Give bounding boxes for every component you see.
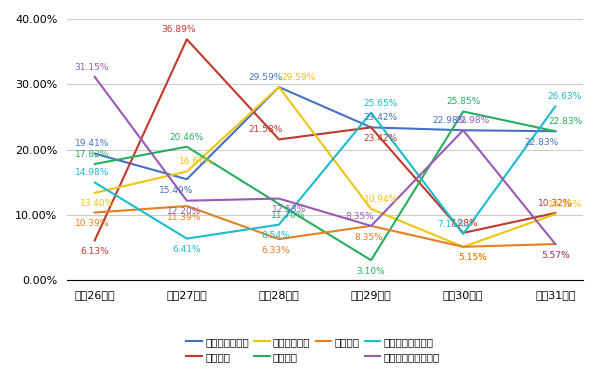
Text: 11.70%: 11.70%	[271, 211, 306, 220]
Text: 29.59%: 29.59%	[281, 73, 316, 82]
Text: 12.20%: 12.20%	[167, 207, 201, 217]
Text: 22.83%: 22.83%	[524, 138, 559, 147]
企業経営理論	[275, 85, 283, 89]
財務会計	[91, 238, 98, 243]
Text: 8.35%: 8.35%	[346, 212, 374, 221]
Text: 7.11%: 7.11%	[438, 220, 466, 229]
財務会計	[275, 137, 283, 142]
Text: 6.13%: 6.13%	[80, 247, 109, 256]
中小企業経営・政策	[552, 242, 559, 246]
経営情報システム	[367, 111, 374, 115]
Line: 経済学経済政策: 経済学経済政策	[95, 87, 556, 179]
Text: 6.41%: 6.41%	[173, 245, 201, 254]
Text: 14.98%: 14.98%	[75, 168, 109, 177]
Line: 経営情報システム: 経営情報システム	[95, 106, 556, 239]
経営情報システム	[552, 104, 559, 109]
経営法務	[367, 223, 374, 228]
中小企業経営・政策	[275, 196, 283, 201]
経営情報システム	[460, 232, 467, 236]
Text: 5.15%: 5.15%	[458, 253, 487, 262]
経済学経済政策	[91, 151, 98, 156]
経営情報システム	[275, 222, 283, 227]
Line: 経営法務: 経営法務	[95, 206, 556, 247]
Text: 23.42%: 23.42%	[364, 113, 398, 122]
経営情報システム	[91, 180, 98, 185]
Line: 運営管理: 運営管理	[95, 111, 556, 260]
運営管理	[91, 162, 98, 166]
Text: 21.58%: 21.58%	[248, 125, 282, 134]
Text: 5.57%: 5.57%	[541, 251, 569, 260]
企業経営理論	[460, 244, 467, 249]
Text: 3.10%: 3.10%	[357, 267, 385, 276]
Text: 36.89%: 36.89%	[161, 25, 196, 34]
Text: 5.15%: 5.15%	[458, 253, 487, 262]
Text: 22.98%: 22.98%	[432, 116, 466, 125]
Text: 11.39%: 11.39%	[167, 213, 202, 222]
Text: 7.28%: 7.28%	[449, 219, 478, 228]
Text: 20.46%: 20.46%	[170, 133, 204, 142]
経済学経済政策	[275, 85, 283, 89]
中小企業経営・政策	[460, 128, 467, 133]
Text: 25.85%: 25.85%	[446, 97, 481, 106]
Text: 31.15%: 31.15%	[75, 62, 109, 72]
企業経営理論	[91, 191, 98, 195]
中小企業経営・政策	[91, 74, 98, 79]
財務会計	[460, 230, 467, 235]
中小企業経営・政策	[183, 198, 190, 203]
Text: 26.63%: 26.63%	[548, 92, 582, 101]
運営管理	[275, 202, 283, 206]
Text: 25.65%: 25.65%	[364, 99, 398, 107]
運営管理	[367, 258, 374, 263]
Text: 17.82%: 17.82%	[75, 150, 109, 159]
経営法務	[91, 210, 98, 215]
経営法務	[460, 244, 467, 249]
経営法務	[552, 242, 559, 246]
財務会計	[367, 125, 374, 130]
運営管理	[460, 109, 467, 114]
Text: 16.67%: 16.67%	[179, 157, 214, 166]
企業経営理論	[183, 169, 190, 174]
Line: 財務会計: 財務会計	[95, 39, 556, 241]
経済学経済政策	[183, 177, 190, 182]
経営情報システム	[183, 236, 190, 241]
Text: 13.40%: 13.40%	[80, 199, 115, 208]
Text: 5.57%: 5.57%	[541, 251, 569, 260]
財務会計	[183, 37, 190, 42]
Line: 中小企業経営・政策: 中小企業経営・政策	[95, 77, 556, 244]
企業経営理論	[367, 207, 374, 211]
経済学経済政策	[460, 128, 467, 133]
Text: 8.35%: 8.35%	[354, 232, 383, 241]
経済学経済政策	[552, 129, 559, 133]
Text: 15.49%: 15.49%	[158, 186, 193, 195]
財務会計	[552, 211, 559, 215]
経営法務	[275, 237, 283, 241]
Legend: 経済学経済政策, 財務会計, 企業経営理論, 運営管理, 経営法務, , 経営情報システム, 中小企業経営・政策, , : 経済学経済政策, 財務会計, 企業経営理論, 運営管理, 経営法務, , 経営情…	[182, 333, 468, 366]
Text: 10.39%: 10.39%	[75, 219, 109, 228]
Text: 8.54%: 8.54%	[262, 231, 290, 240]
運営管理	[183, 144, 190, 149]
Text: 12.53%: 12.53%	[271, 205, 306, 214]
Text: 10.94%: 10.94%	[364, 195, 398, 204]
Text: 10.32%: 10.32%	[538, 199, 572, 208]
中小企業経営・政策	[367, 223, 374, 228]
Text: 29.59%: 29.59%	[248, 73, 282, 82]
Text: 22.98%: 22.98%	[456, 116, 490, 125]
経営法務	[183, 204, 190, 208]
Text: 23.42%: 23.42%	[364, 134, 398, 143]
Line: 企業経営理論: 企業経営理論	[95, 87, 556, 247]
Text: 19.41%: 19.41%	[75, 139, 109, 148]
企業経営理論	[552, 212, 559, 217]
運営管理	[552, 129, 559, 133]
Text: 6.33%: 6.33%	[262, 246, 290, 255]
Text: 22.83%: 22.83%	[548, 117, 582, 126]
経済学経済政策	[367, 125, 374, 130]
Text: 10.15%: 10.15%	[548, 200, 582, 209]
